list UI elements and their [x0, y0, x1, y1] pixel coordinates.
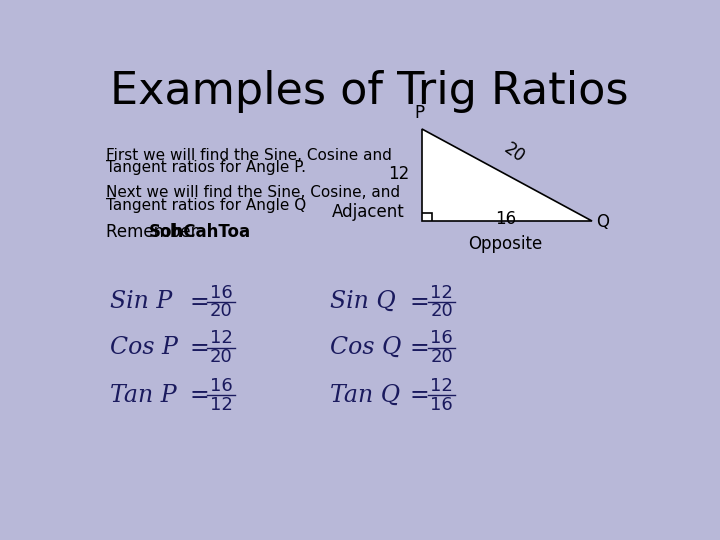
Text: 20: 20	[500, 140, 528, 167]
Text: Examples of Trig Ratios: Examples of Trig Ratios	[109, 70, 629, 113]
Text: =: =	[410, 383, 430, 407]
Text: First we will find the Sine, Cosine and: First we will find the Sine, Cosine and	[106, 148, 392, 163]
Text: Opposite: Opposite	[469, 235, 543, 253]
Text: 12: 12	[430, 377, 453, 395]
Text: Cos P: Cos P	[109, 336, 177, 359]
Text: 20: 20	[210, 302, 233, 320]
Text: 20: 20	[430, 348, 453, 366]
Text: 12: 12	[210, 329, 233, 347]
Text: =: =	[189, 335, 209, 360]
Text: 12: 12	[210, 395, 233, 414]
Text: Cos Q: Cos Q	[330, 336, 401, 359]
Text: 16: 16	[430, 329, 453, 347]
Text: Tan P: Tan P	[109, 384, 176, 407]
Text: 20: 20	[210, 348, 233, 366]
Text: 16: 16	[210, 377, 233, 395]
Text: Tan Q: Tan Q	[330, 384, 400, 407]
Text: P: P	[414, 104, 424, 122]
Text: SohCahToa: SohCahToa	[149, 223, 251, 241]
Text: 16: 16	[430, 395, 453, 414]
Text: 16: 16	[495, 210, 516, 228]
Text: =: =	[189, 383, 209, 407]
Text: Sin P: Sin P	[109, 291, 172, 313]
Text: =: =	[410, 290, 430, 314]
Text: =: =	[189, 290, 209, 314]
Text: Tangent ratios for Angle Q: Tangent ratios for Angle Q	[106, 198, 306, 213]
Text: 12: 12	[430, 284, 453, 302]
Text: 20: 20	[430, 302, 453, 320]
Polygon shape	[422, 129, 593, 221]
Text: Q: Q	[596, 213, 609, 231]
Text: Remember: Remember	[106, 223, 202, 241]
Text: 12: 12	[389, 165, 410, 183]
Text: Adjacent: Adjacent	[331, 204, 404, 221]
Text: 16: 16	[210, 284, 233, 302]
Text: Next we will find the Sine, Cosine, and: Next we will find the Sine, Cosine, and	[106, 185, 400, 200]
Text: =: =	[410, 335, 430, 360]
Text: Tangent ratios for Angle P.: Tangent ratios for Angle P.	[106, 160, 305, 176]
Text: Sin Q: Sin Q	[330, 291, 396, 313]
